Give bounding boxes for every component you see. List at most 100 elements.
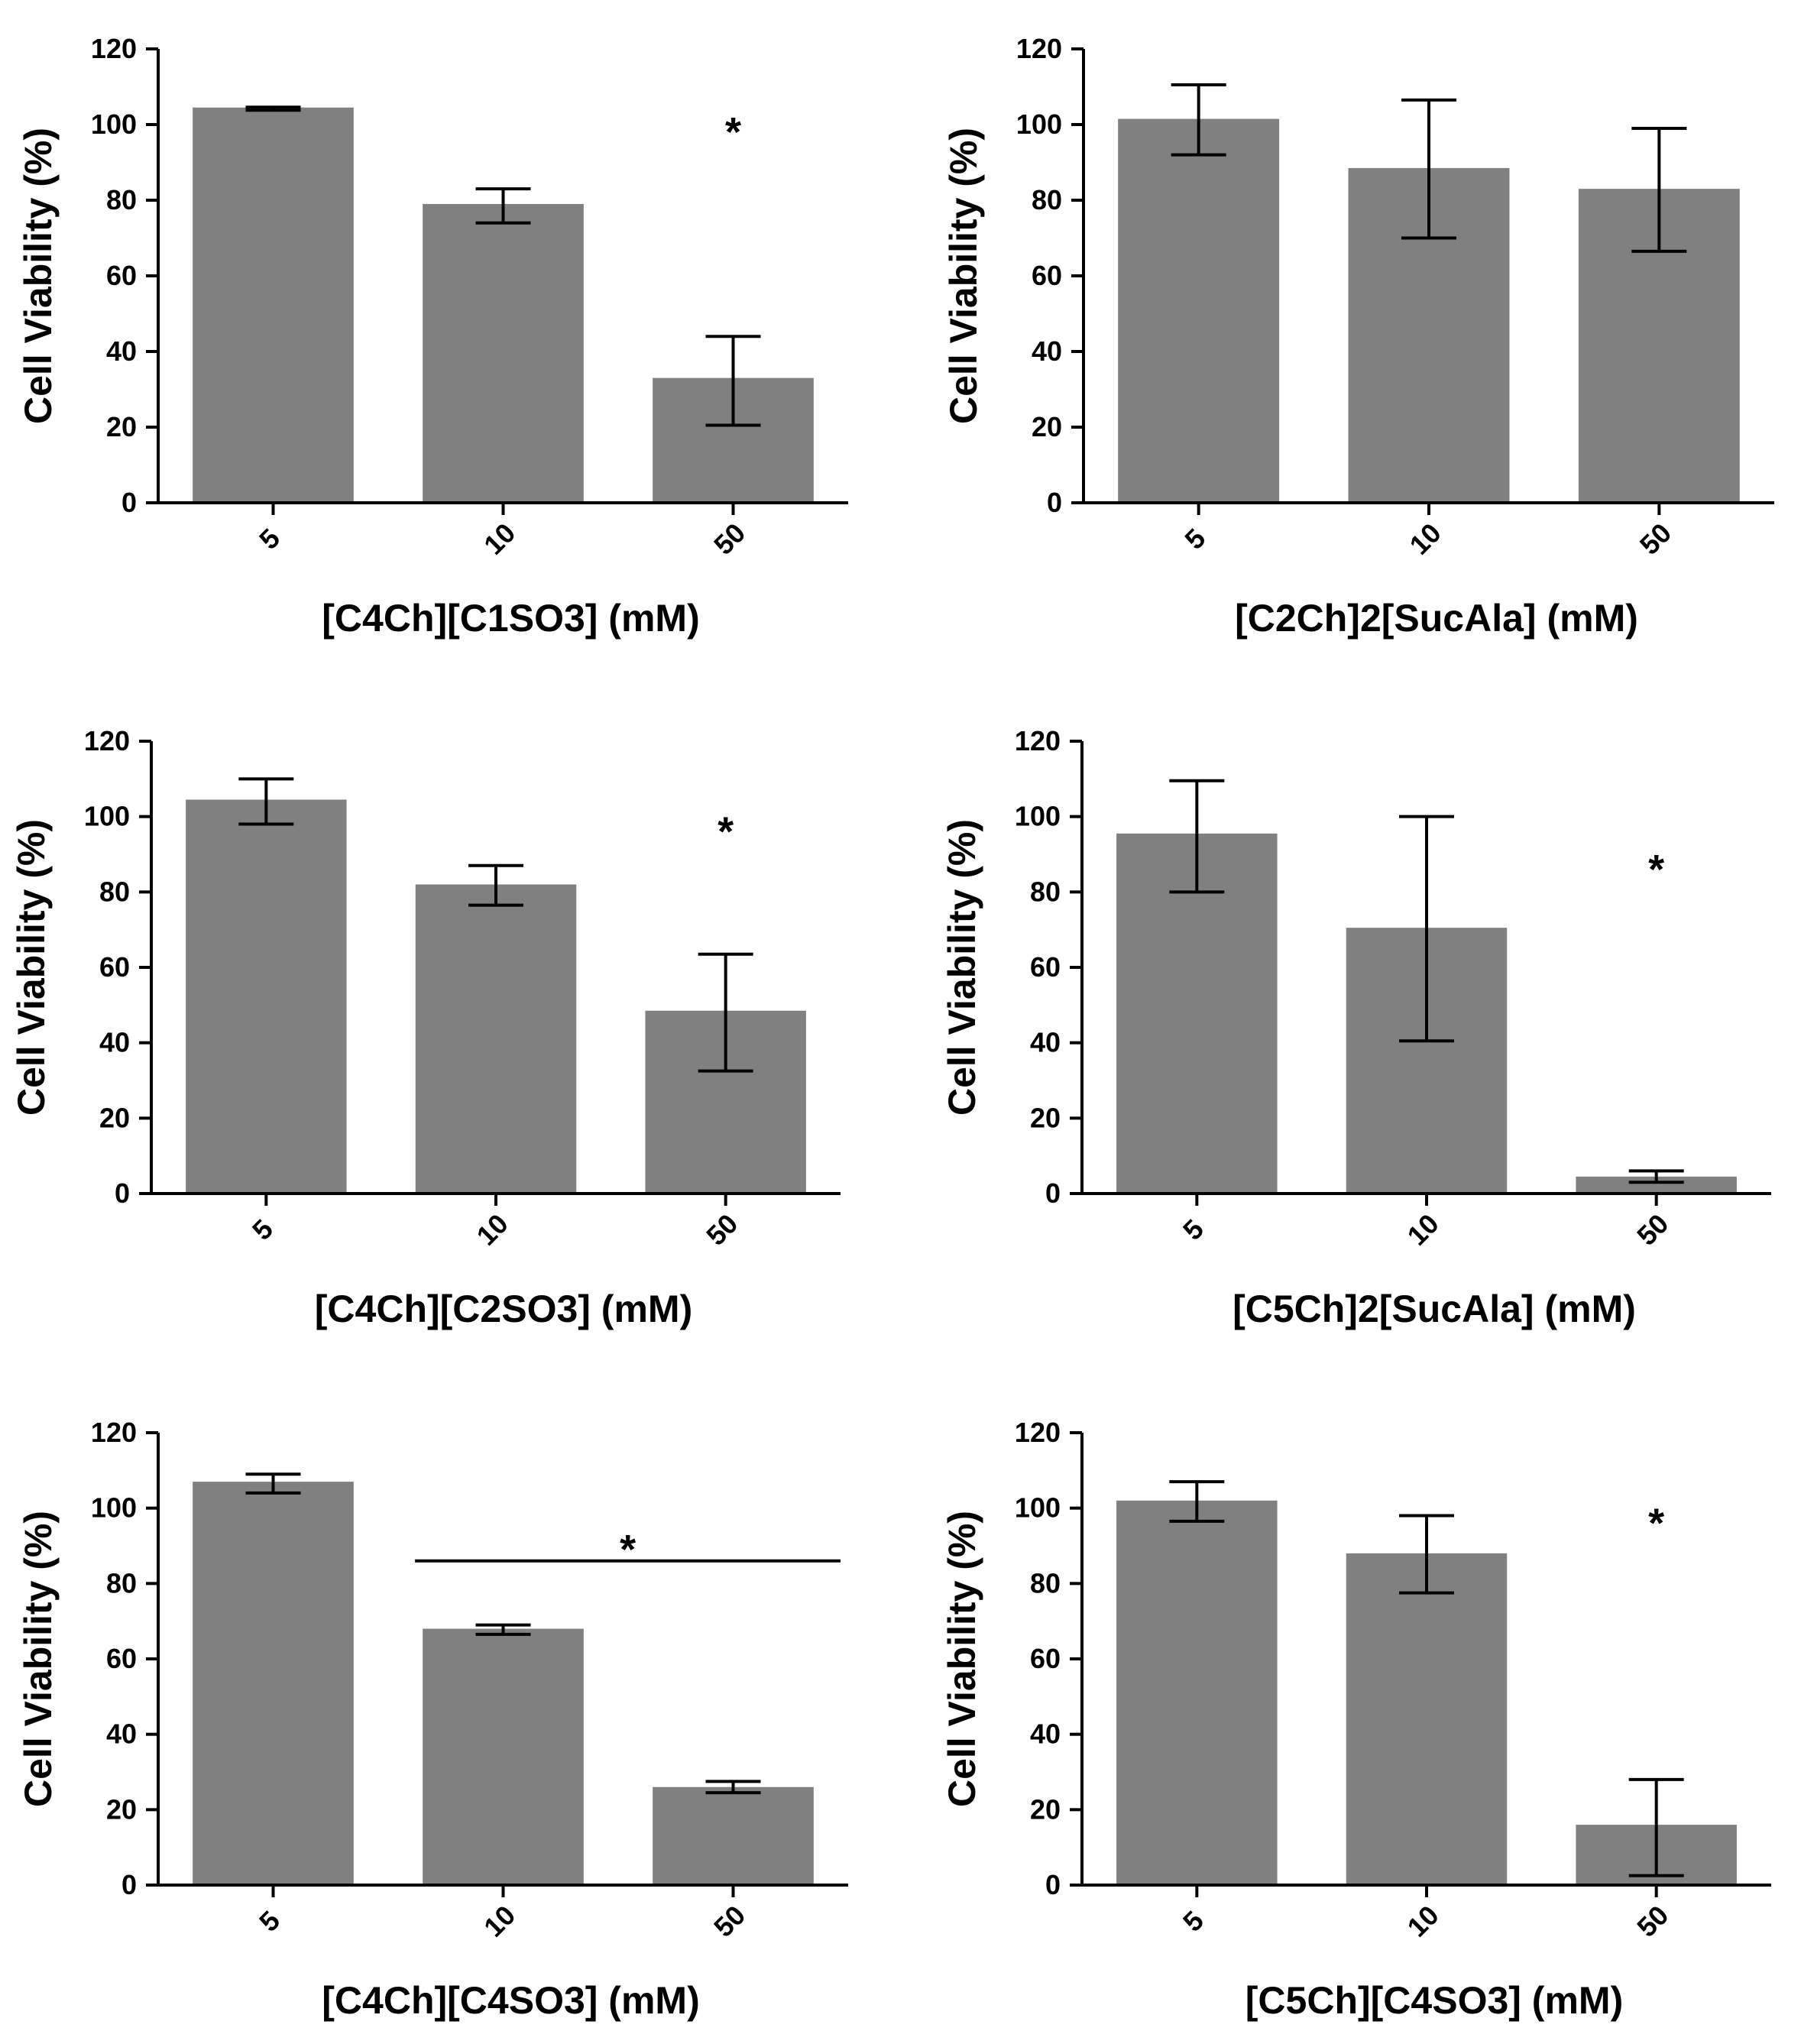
error-bar-10 [1399,1514,1454,1595]
error-bar-10 [475,1623,531,1636]
y-tick-label: 60 [1030,1643,1061,1674]
y-tick-label: 20 [1032,411,1062,442]
y-tick-label: 120 [1015,725,1061,756]
x-tick-label-10: 10 [478,1900,521,1943]
y-axis-title: Cell Viability (%) [17,128,60,424]
y-tick-label: 100 [1016,109,1062,140]
y-tick-label: 40 [1032,335,1062,367]
x-axis-title: [C4Ch][C1SO3] (mM) [322,597,699,640]
error-bar-5 [238,777,294,826]
y-axis-title: Cell Viability (%) [17,1511,60,1807]
x-tick-label-10: 10 [1404,517,1447,561]
y-axis-title: Cell Viability (%) [941,819,983,1116]
y-tick-label: 40 [1030,1718,1061,1750]
bar-5 [1118,118,1280,503]
y-tick-label: 120 [91,1417,137,1448]
y-tick-label: 0 [1047,487,1062,518]
error-bar-5 [1169,779,1225,894]
x-tick-label-50: 50 [708,1900,751,1943]
y-axis-title: Cell Viability (%) [942,128,985,424]
error-bar-5 [245,105,301,112]
error-bar-10 [1401,98,1456,240]
y-tick-label: 80 [1032,184,1062,215]
x-tick-label-10: 10 [471,1208,514,1252]
error-bar-50 [705,335,761,427]
y-tick-label: 0 [1045,1177,1061,1209]
x-tick-label-50: 50 [1631,1900,1674,1943]
y-tick-label: 20 [99,1102,130,1133]
y-tick-label: 120 [91,33,137,64]
y-tick-label: 80 [99,876,130,907]
y-tick-label: 60 [106,260,137,291]
chart-panel-6: 0 20 40 60 80 100 120 5 10 50[C5Ch][C4SO3] (mM) Ce… [941,1417,1771,2022]
error-bar-5 [1169,1480,1225,1523]
error-bar-50 [1628,1777,1684,1877]
y-tick-label: 20 [106,1793,137,1825]
y-tick-label: 0 [121,487,137,518]
x-tick-label-5: 5 [253,1905,286,1938]
x-tick-label-50: 50 [1634,517,1677,561]
y-tick-label: 40 [106,1718,137,1750]
significance-asterisk: * [1648,847,1664,892]
y-tick-label: 40 [106,335,137,367]
bar-5 [1116,833,1278,1194]
bar-10 [1346,1553,1508,1885]
bar-10 [423,203,584,503]
y-tick-label: 0 [115,1177,130,1209]
x-tick-label-50: 50 [700,1208,743,1252]
y-tick-label: 80 [1030,876,1061,907]
significance-asterisk: * [725,109,741,155]
x-tick-label-10: 10 [478,517,521,561]
y-tick-label: 100 [1015,1492,1061,1524]
y-tick-label: 0 [1045,1869,1061,1900]
significance-asterisk: * [1648,1501,1664,1547]
x-axis-title: [C4Ch][C2SO3] (mM) [315,1288,692,1330]
error-bar-10 [468,863,523,907]
bar-10 [423,1628,584,1885]
x-axis-title: [C2Ch]2[SucAla] (mM) [1235,597,1638,640]
bar-5 [193,107,354,504]
chart-panel-3: 0 20 40 60 80 100 120 5 10 50[C4Ch][C2SO3] (mM) Ce… [10,725,841,1330]
y-tick-label: 120 [84,725,130,756]
bar-10 [415,884,577,1194]
y-tick-label: 100 [91,1492,137,1524]
x-tick-label-10: 10 [1401,1208,1445,1252]
error-bar-50 [1628,1169,1684,1184]
y-tick-label: 80 [106,1567,137,1599]
y-tick-label: 60 [1032,260,1062,291]
y-axis-title: Cell Viability (%) [10,819,53,1116]
error-bar-5 [245,1472,301,1495]
chart-panel-5: 0 20 40 60 80 100 120 5 10 50[C4Ch][C4SO3] (mM) Ce… [17,1417,848,2022]
x-tick-label-5: 5 [1177,1905,1210,1938]
y-tick-label: 120 [1015,1417,1061,1448]
bar-50 [653,1786,814,1885]
chart-panel-2: 0 20 40 60 80 100 120 5 10 50 [C2Ch]2[SucAla] (mM)… [942,33,1774,640]
y-tick-label: 20 [1030,1793,1061,1825]
y-tick-label: 80 [106,184,137,215]
y-tick-label: 0 [121,1869,137,1900]
bar-5 [186,799,347,1194]
x-tick-label-10: 10 [1401,1900,1445,1943]
error-bar-5 [1171,83,1226,157]
y-axis-title: Cell Viability (%) [941,1511,983,1807]
significance-asterisk: * [717,809,734,855]
x-tick-label-5: 5 [1177,1213,1210,1246]
y-tick-label: 60 [99,951,130,983]
bar-5 [1116,1500,1278,1885]
y-tick-label: 40 [99,1027,130,1058]
error-bar-50 [705,1780,761,1795]
y-tick-label: 100 [1015,801,1061,832]
y-tick-label: 100 [84,801,130,832]
bar-50 [1576,1176,1737,1194]
error-bar-50 [1631,126,1687,253]
y-tick-label: 40 [1030,1027,1061,1058]
x-tick-label-5: 5 [1178,523,1211,556]
x-axis-title: [C4Ch][C4SO3] (mM) [322,1979,699,2022]
x-axis-title: [C5Ch][C4SO3] (mM) [1245,1979,1623,2022]
y-tick-label: 100 [91,109,137,140]
error-bar-50 [698,952,753,1073]
x-tick-label-5: 5 [246,1213,279,1246]
x-tick-label-5: 5 [253,523,286,556]
chart-panel-1: 0 20 40 60 80 100 120 5 10 50[C4Ch][C1SO3] (mM) Ce… [17,33,848,640]
